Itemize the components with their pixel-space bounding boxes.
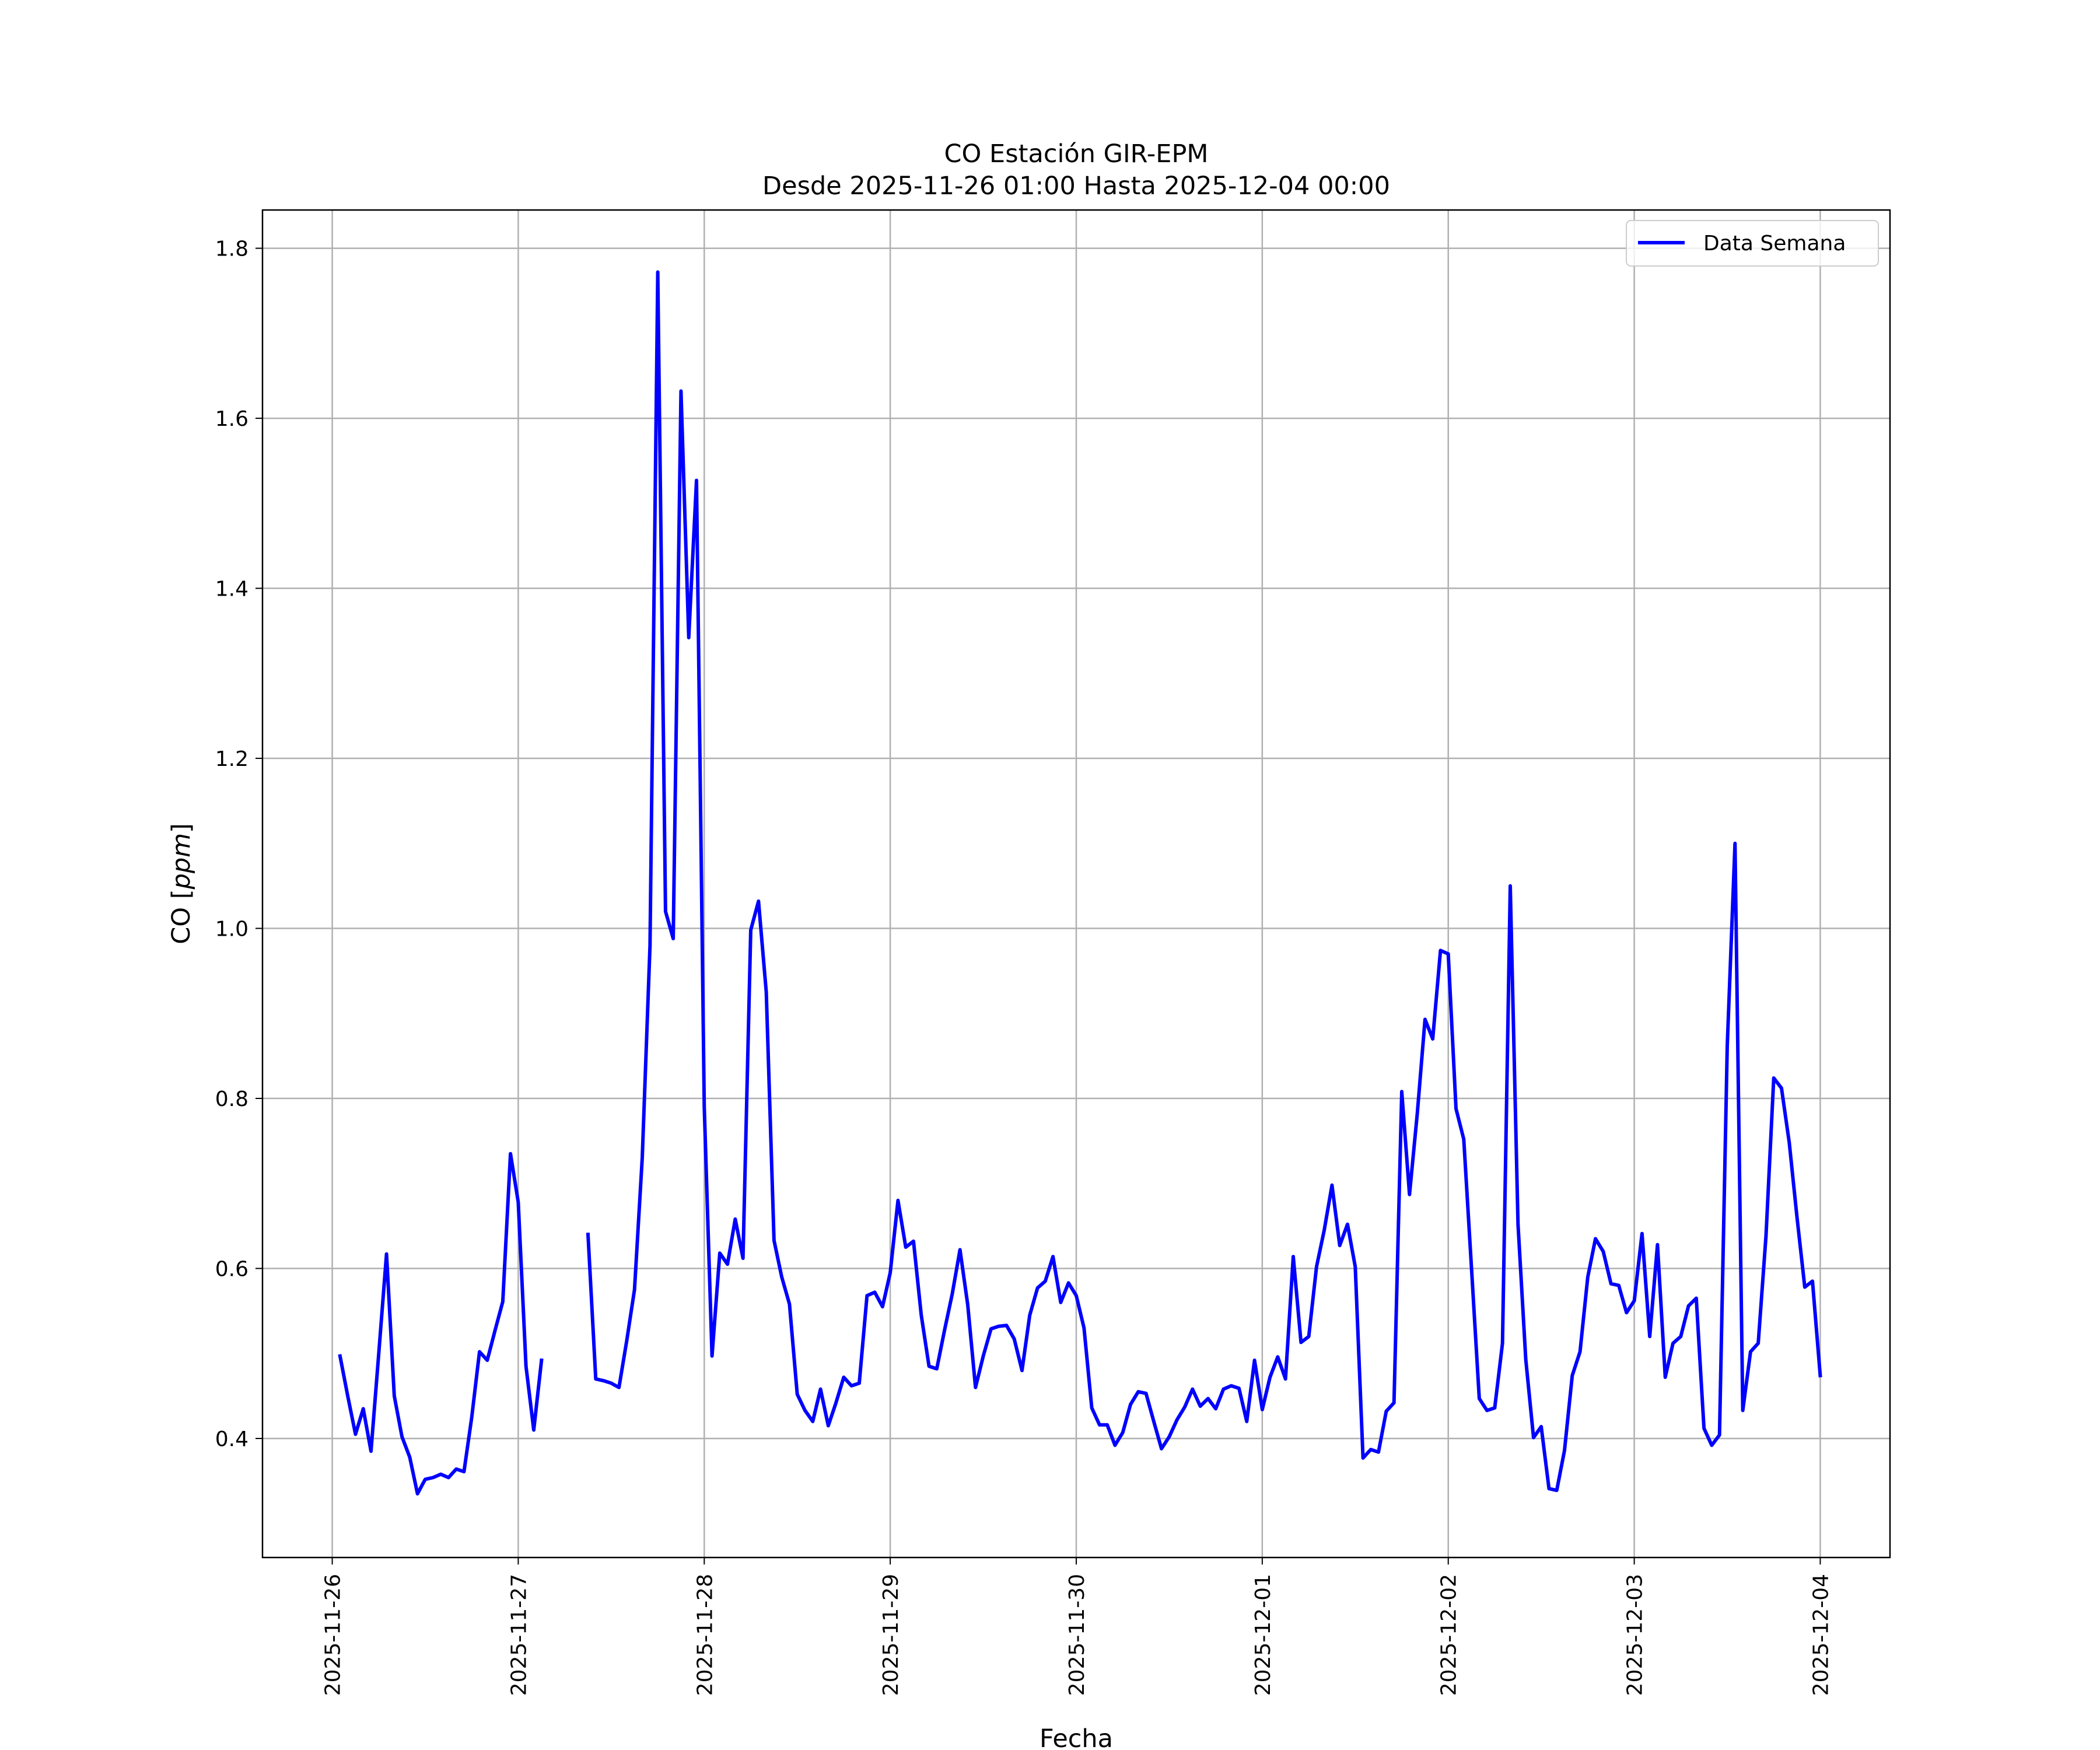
series-line-data-semana: [586, 270, 1822, 1492]
chart-subtitle: Desde 2025-11-26 01:00 Hasta 2025-12-04 …: [762, 172, 1390, 201]
x-tick-label: 2025-11-28: [693, 1574, 717, 1696]
legend-label-data-semana: Data Semana: [1703, 232, 1846, 256]
x-axis-label: Fecha: [1040, 1724, 1113, 1750]
y-tick-label: 1.2: [215, 747, 249, 771]
x-axis-ticks: 2025-11-26 2025-11-27 2025-11-28 2025-11-29…: [321, 1558, 1833, 1696]
x-tick-label: 2025-11-27: [507, 1574, 531, 1696]
x-tick-label: 2025-11-29: [879, 1574, 903, 1696]
y-tick-label: 1.8: [215, 237, 249, 261]
y-tick-label: 0.4: [215, 1427, 249, 1451]
y-axis-label-main: CO [: [167, 889, 196, 944]
y-tick-label: 1.4: [215, 578, 249, 601]
legend: Data Semana: [1626, 220, 1879, 267]
y-axis-label-close: ]: [167, 823, 196, 833]
y-tick-label: 0.6: [215, 1257, 249, 1281]
x-tick-label: 2025-12-04: [1809, 1574, 1833, 1696]
x-tick-label: 2025-12-02: [1437, 1574, 1461, 1696]
x-tick-label: 2025-12-01: [1251, 1574, 1275, 1696]
y-tick-label: 0.8: [215, 1087, 249, 1111]
x-tick-label: 2025-11-30: [1065, 1574, 1089, 1696]
x-tick-label: 2025-11-26: [321, 1574, 345, 1696]
x-tick-label: 2025-12-03: [1623, 1574, 1647, 1696]
y-tick-label: 1.0: [215, 918, 249, 942]
y-axis-label: CO [ppm]: [167, 823, 196, 944]
y-axis-ticks: 0.4 0.6 0.8 1.0 1.2 1.4 1.6 1.8: [215, 237, 262, 1451]
chart-title: CO Estación GIR-EPM: [944, 139, 1209, 169]
series-line-data-semana: [338, 1152, 544, 1496]
legend-box: [1626, 220, 1879, 267]
y-tick-label: 1.6: [215, 407, 249, 431]
grid-lines: [262, 210, 1890, 1558]
series-layer: [338, 270, 1822, 1496]
y-axis-label-unit: ppm: [167, 833, 196, 890]
